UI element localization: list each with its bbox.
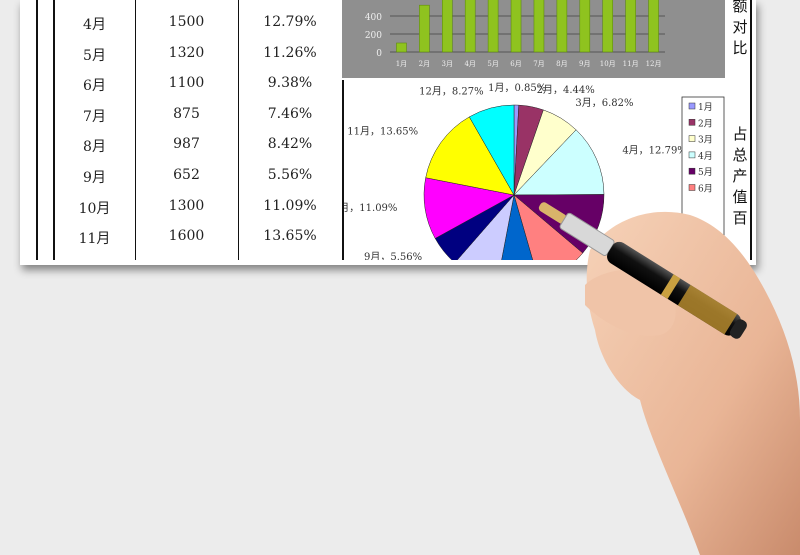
pie-slice[interactable] xyxy=(468,104,515,196)
value-cell: 987 xyxy=(173,136,200,153)
x-tick-label: 9月 xyxy=(579,60,590,68)
column-divider xyxy=(238,0,239,260)
column-divider xyxy=(135,0,136,260)
y-tick-label: 0 xyxy=(376,49,382,59)
share-cell: 11.26% xyxy=(263,44,317,61)
bar[interactable] xyxy=(533,0,545,53)
data-label: 11月，13.65% xyxy=(347,125,418,137)
bar[interactable] xyxy=(648,0,659,53)
share-cell: 12.79% xyxy=(263,14,317,30)
share-cell: 5.56% xyxy=(267,167,313,183)
table-row: 11月 1600 13.65% xyxy=(54,222,342,252)
table-row: 6月 1100 9.38% xyxy=(54,69,342,99)
table-row: 10月 1300 11.09% xyxy=(54,192,342,222)
legend-label: 2月 xyxy=(698,118,713,129)
x-tick-label: 10月 xyxy=(600,60,616,68)
data-label: 10月，11.09% xyxy=(344,202,397,214)
y-tick-label: 200 xyxy=(365,31,382,41)
value-cell: 1100 xyxy=(168,75,205,92)
legend-swatch xyxy=(688,119,696,126)
legend-label: 3月 xyxy=(698,135,713,146)
month-cell: 5月 xyxy=(83,47,106,64)
table-row: 9月 652 5.56% xyxy=(54,161,342,191)
x-tick-label: 6月 xyxy=(510,60,521,68)
month-cell: 6月 xyxy=(83,78,106,95)
border-line xyxy=(36,0,38,260)
pie-slice[interactable] xyxy=(513,129,605,196)
value-cell: 1600 xyxy=(168,228,205,245)
month-cell: 11月 xyxy=(78,231,111,248)
legend-label: 4月 xyxy=(698,151,713,162)
x-tick-label: 3月 xyxy=(442,60,453,68)
legend-swatch xyxy=(688,135,696,142)
data-label: 2月，4.44% xyxy=(537,84,595,96)
value-cell: 1320 xyxy=(168,44,205,61)
y-tick-label: 400 xyxy=(365,13,382,23)
border-line xyxy=(750,0,752,260)
data-label: 12月，8.27% xyxy=(419,85,484,97)
x-tick-label: 1月 xyxy=(396,60,407,68)
legend-label: 1月 xyxy=(698,102,713,113)
table-row: 8月 987 8.42% xyxy=(54,130,342,160)
share-cell: 9.38% xyxy=(267,75,313,92)
bar-chart[interactable]: 0 200 400 1月 2月 3月 4月 5月 6月 7月 8月 9月 10月 11月 12月 xyxy=(342,0,725,78)
table-row: 7月 875 7.46% xyxy=(54,100,342,130)
value-cell: 1500 xyxy=(168,14,205,30)
bar[interactable] xyxy=(419,4,430,53)
x-tick-label: 2月 xyxy=(419,60,430,68)
x-tick-label: 12月 xyxy=(646,60,662,68)
data-label: 1月，0.85% xyxy=(488,82,546,94)
bar[interactable] xyxy=(464,0,476,53)
bar[interactable] xyxy=(602,0,614,53)
bar[interactable] xyxy=(579,0,591,53)
table-row: 5月 1320 11.26% xyxy=(54,39,342,69)
share-cell: 13.65% xyxy=(263,228,317,245)
month-cell: 7月 xyxy=(83,108,106,125)
share-cell: 8.42% xyxy=(267,136,313,153)
bar-chart-side-title: 额对比 xyxy=(732,0,748,57)
table-row: 4月 1500 12.79% xyxy=(54,8,342,38)
value-cell: 1300 xyxy=(168,197,205,214)
month-cell: 10月 xyxy=(78,200,111,217)
bar[interactable] xyxy=(441,0,453,53)
bar[interactable] xyxy=(510,0,522,53)
x-tick-label: 11月 xyxy=(623,60,639,68)
legend-swatch xyxy=(688,167,696,175)
legend-swatch xyxy=(688,102,696,110)
share-cell: 11.09% xyxy=(263,197,317,214)
month-cell: 4月 xyxy=(83,17,106,33)
legend-label: 5月 xyxy=(698,167,713,178)
bar[interactable] xyxy=(556,0,568,53)
pie-chart-side-title: 占总产值百 xyxy=(732,125,748,227)
legend-swatch xyxy=(688,184,696,191)
month-cell: 9月 xyxy=(83,170,106,186)
bar[interactable] xyxy=(396,42,407,53)
border-line xyxy=(53,0,55,260)
x-tick-label: 4月 xyxy=(464,60,475,68)
x-tick-label: 8月 xyxy=(556,60,567,68)
x-tick-label: 5月 xyxy=(487,60,498,68)
x-tick-label: 7月 xyxy=(533,60,544,68)
bar[interactable] xyxy=(625,0,636,53)
value-cell: 652 xyxy=(173,167,200,183)
data-label: 3月，6.82% xyxy=(575,97,633,109)
legend-label: 6月 xyxy=(698,184,713,195)
month-cell: 8月 xyxy=(83,139,106,156)
bar[interactable] xyxy=(487,0,499,53)
legend-swatch xyxy=(688,151,696,159)
pen-nib xyxy=(538,202,567,224)
share-cell: 7.46% xyxy=(267,105,313,122)
pie-slice[interactable] xyxy=(425,116,515,196)
data-label: 4月，12.79% xyxy=(622,145,687,157)
value-cell: 875 xyxy=(173,105,200,122)
